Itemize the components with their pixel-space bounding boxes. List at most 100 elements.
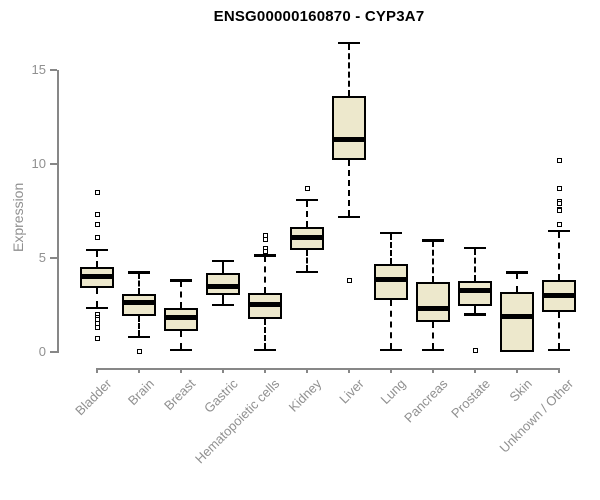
outlier-point [556, 157, 562, 163]
x-tick-mark [180, 368, 182, 373]
whisker-upper-cap [380, 231, 402, 235]
outlier-point [556, 221, 562, 227]
y-tick-label: 15 [31, 62, 46, 78]
y-tick-label: 0 [38, 343, 46, 359]
chart-title: ENSG00000160870 - CYP3A7 [213, 8, 425, 25]
median-line [206, 283, 240, 289]
outlier-point [304, 185, 310, 191]
whisker-upper [138, 273, 140, 294]
outlier-point [94, 336, 100, 342]
whisker-upper [96, 250, 98, 268]
whisker-lower [180, 331, 182, 349]
x-tick-mark [306, 368, 308, 373]
whisker-lower-cap [254, 348, 276, 352]
whisker-upper-cap [296, 198, 318, 202]
whisker-lower [138, 316, 140, 336]
x-tick-mark [348, 368, 350, 373]
median-line [332, 137, 366, 143]
outlier-point [94, 324, 100, 330]
x-tick-mark [264, 368, 266, 373]
x-label-brain: Brain [124, 376, 157, 409]
whisker-upper [222, 261, 224, 273]
outlier-point [94, 234, 100, 240]
whisker-upper [558, 231, 560, 281]
outlier-point [262, 236, 268, 242]
y-tick-label: 5 [38, 249, 46, 265]
median-line [164, 314, 198, 320]
whisker-lower-cap [380, 348, 402, 352]
whisker-upper-cap [338, 41, 360, 45]
x-tick-mark [432, 368, 434, 373]
median-line [80, 274, 114, 280]
whisker-lower [432, 321, 434, 349]
median-line [290, 234, 324, 240]
whisker-lower-cap [296, 270, 318, 274]
whisker-lower [348, 160, 350, 216]
whisker-upper [306, 200, 308, 227]
box [458, 281, 492, 306]
median-line [122, 300, 156, 306]
x-tick-mark [96, 368, 98, 373]
outlier-point [472, 348, 478, 354]
outlier-point [94, 212, 100, 218]
whisker-lower-cap [464, 313, 486, 316]
whisker-upper [180, 281, 182, 308]
x-label-skin: Skin [506, 376, 535, 405]
median-line [458, 288, 492, 294]
x-tick-mark [558, 368, 560, 373]
median-line [542, 292, 576, 298]
whisker-lower [96, 287, 98, 307]
whisker-lower-cap [128, 335, 150, 339]
whisker-upper [264, 256, 266, 293]
x-label-lung: Lung [377, 376, 409, 408]
whisker-lower [474, 305, 476, 314]
whisker-upper-cap [128, 271, 150, 274]
whisker-upper [432, 241, 434, 283]
outlier-point [556, 200, 562, 206]
whisker-lower [390, 300, 392, 349]
outlier-point [94, 221, 100, 227]
whisker-lower-cap [86, 306, 108, 310]
whisker-lower [222, 295, 224, 304]
outlier-point [136, 349, 142, 355]
y-tick-mark [50, 163, 57, 165]
whisker-upper [516, 273, 518, 292]
x-tick-mark [222, 368, 224, 373]
y-tick-mark [50, 69, 57, 71]
median-line [248, 302, 282, 308]
y-tick-mark [50, 351, 57, 353]
x-label-bladder: Bladder [72, 376, 115, 419]
outlier-point [556, 208, 562, 214]
whisker-lower [264, 318, 266, 349]
outlier-point [346, 277, 352, 283]
box [416, 282, 450, 322]
whisker-lower-cap [338, 215, 360, 219]
outlier-point [94, 189, 100, 195]
box [332, 96, 366, 161]
whisker-lower [306, 250, 308, 271]
x-label-prostate: Prostate [447, 376, 493, 421]
whisker-upper-cap [548, 229, 570, 233]
y-tick-label: 10 [31, 156, 46, 171]
x-tick-mark [138, 368, 140, 373]
x-tick-mark [516, 368, 518, 373]
x-label-liver: Liver [336, 376, 367, 407]
whisker-upper [474, 248, 476, 282]
median-line [416, 306, 450, 312]
box [500, 291, 534, 352]
whisker-lower-cap [212, 303, 234, 307]
median-line [500, 313, 534, 319]
y-axis-line [57, 70, 59, 354]
whisker-upper-cap [254, 254, 276, 257]
x-label-breast: Breast [161, 376, 199, 414]
whisker-lower-cap [170, 348, 192, 352]
whisker-upper-cap [464, 246, 486, 250]
whisker-lower-cap [548, 348, 570, 352]
whisker-upper-cap [86, 248, 108, 251]
x-tick-mark [390, 368, 392, 373]
whisker-upper-cap [506, 271, 528, 274]
whisker-lower [558, 312, 560, 349]
outlier-point [556, 185, 562, 191]
y-tick-mark [50, 257, 57, 259]
